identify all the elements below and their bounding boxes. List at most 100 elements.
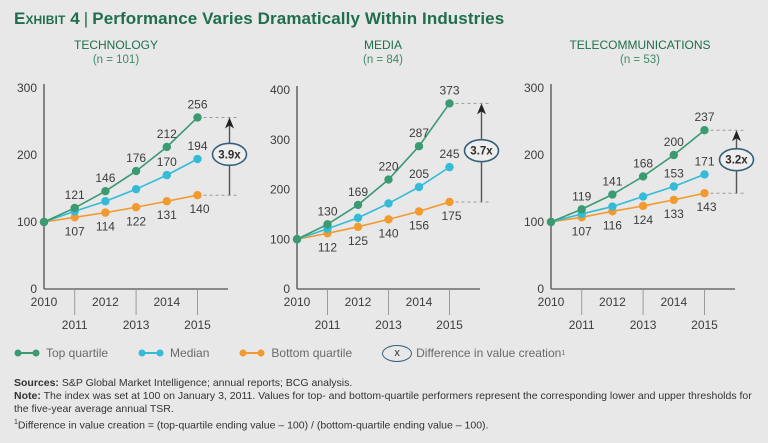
x-tick-label: 2011 bbox=[315, 318, 341, 332]
y-tick-label: 100 bbox=[524, 215, 544, 229]
data-point-bottom bbox=[669, 195, 678, 205]
x-tick-label: 2011 bbox=[569, 318, 595, 332]
callout-arrow-head bbox=[225, 117, 234, 129]
legend-swatch-top bbox=[14, 349, 40, 357]
data-label-median: 153 bbox=[664, 166, 684, 180]
data-point-top bbox=[577, 205, 586, 214]
data-label-bottom: 125 bbox=[348, 234, 368, 248]
sources-text: S&P Global Market Intelligence; annual r… bbox=[58, 377, 353, 389]
note-line: Note: The index was set at 100 on Januar… bbox=[14, 390, 754, 416]
data-point-bottom bbox=[414, 207, 424, 216]
data-point-bottom bbox=[101, 208, 110, 217]
panel-name: MEDIA bbox=[363, 38, 402, 52]
y-tick-label: 0 bbox=[30, 282, 37, 296]
data-point-top bbox=[292, 235, 302, 244]
callout-arrow-head bbox=[732, 130, 741, 142]
y-tick-label: 200 bbox=[524, 148, 544, 162]
data-label-bottom: 140 bbox=[189, 202, 209, 216]
data-label-bottom: 107 bbox=[572, 224, 592, 238]
data-point-top bbox=[323, 220, 332, 229]
data-point-top bbox=[608, 190, 617, 199]
series-line-bottom bbox=[43, 194, 198, 223]
data-point-median bbox=[193, 154, 202, 164]
y-tick-label: 400 bbox=[270, 83, 290, 97]
data-point-top bbox=[445, 99, 454, 108]
chart-telecommunications: 0 100 200 300 2010 2012 2014 2011 2013 2015 107 116… bbox=[524, 81, 755, 332]
legend-label: Bottom quartile bbox=[271, 346, 353, 360]
data-label-top: 212 bbox=[157, 127, 177, 141]
data-label-top: 176 bbox=[126, 151, 146, 165]
legend: Top quartile Median Bottom quartile x Di… bbox=[14, 344, 595, 362]
callout-ellipse bbox=[718, 147, 755, 172]
legend-swatch-median bbox=[138, 349, 164, 357]
data-point-top bbox=[353, 200, 363, 210]
title-separator: | bbox=[83, 9, 89, 28]
data-point-top bbox=[162, 142, 171, 152]
callout-ellipse bbox=[211, 142, 248, 167]
data-point-top bbox=[638, 172, 648, 181]
data-label-median: 245 bbox=[439, 147, 459, 161]
data-label-top: 168 bbox=[633, 156, 653, 170]
x-tick-label: 2014 bbox=[406, 295, 433, 309]
y-tick-label: 300 bbox=[524, 81, 544, 95]
data-label-bottom: 143 bbox=[696, 200, 716, 214]
data-point-bottom bbox=[638, 201, 648, 211]
data-label-top: 121 bbox=[65, 188, 85, 202]
data-point-median bbox=[101, 197, 110, 206]
y-tick-label: 300 bbox=[17, 81, 37, 95]
x-tick-label: 2014 bbox=[660, 295, 687, 309]
x-tick-label: 2013 bbox=[630, 318, 657, 332]
y-tick-label: 200 bbox=[17, 148, 37, 162]
y-tick-label: 200 bbox=[270, 183, 290, 197]
data-point-bottom bbox=[445, 197, 454, 207]
x-tick-label: 2012 bbox=[345, 295, 372, 309]
y-tick-label: 300 bbox=[270, 133, 290, 147]
legend-label: Top quartile bbox=[46, 346, 109, 360]
notes: Sources: S&P Global Market Intelligence;… bbox=[14, 377, 754, 433]
data-point-top bbox=[384, 175, 393, 184]
data-point-median bbox=[414, 182, 424, 192]
data-label-median: 194 bbox=[187, 139, 207, 153]
data-point-bottom bbox=[131, 203, 141, 212]
x-tick-label: 2010 bbox=[284, 295, 311, 309]
y-tick-label: 0 bbox=[537, 282, 544, 296]
data-label-bottom: 107 bbox=[65, 224, 85, 238]
data-label-bottom: 133 bbox=[664, 207, 684, 221]
data-point-top bbox=[70, 203, 79, 213]
data-point-bottom bbox=[70, 213, 79, 222]
data-point-top bbox=[131, 166, 141, 176]
series-line-top bbox=[296, 102, 451, 240]
panel-sample-size: (n = 84) bbox=[363, 54, 403, 66]
data-point-bottom bbox=[353, 222, 363, 232]
footnote-line: 1Difference in value creation = (top-qua… bbox=[14, 416, 754, 433]
x-tick-label: 2013 bbox=[123, 318, 150, 332]
data-point-top bbox=[700, 126, 709, 135]
data-point-bottom bbox=[193, 191, 202, 200]
panel-name: TECHNOLOGY bbox=[73, 38, 158, 52]
data-point-top bbox=[669, 150, 678, 160]
data-point-top bbox=[101, 186, 110, 196]
note-text: The index was set at 100 on January 3, 2… bbox=[14, 390, 752, 415]
panel-sample-size: (n = 53) bbox=[620, 54, 660, 66]
data-point-bottom bbox=[384, 215, 393, 224]
callout-label: 3.9x bbox=[218, 149, 241, 161]
data-label-bottom: 124 bbox=[633, 213, 653, 227]
data-point-median bbox=[445, 162, 454, 172]
data-point-median bbox=[669, 182, 678, 191]
x-tick-label: 2013 bbox=[375, 318, 402, 332]
data-point-top bbox=[546, 217, 556, 227]
note-label: Note: bbox=[14, 390, 41, 402]
series-line-bottom bbox=[296, 201, 450, 241]
y-tick-label: 100 bbox=[17, 215, 37, 229]
x-tick-label: 2011 bbox=[62, 318, 88, 332]
series-line-median bbox=[296, 166, 450, 241]
data-point-median bbox=[384, 199, 393, 208]
data-label-bottom: 114 bbox=[96, 220, 115, 234]
data-point-median bbox=[700, 170, 709, 179]
x-tick-label: 2015 bbox=[436, 318, 463, 332]
data-label-top: 119 bbox=[572, 189, 591, 203]
data-point-bottom bbox=[162, 197, 171, 206]
data-point-median bbox=[608, 202, 617, 211]
data-label-top: 169 bbox=[348, 185, 368, 199]
data-point-median bbox=[131, 184, 141, 194]
